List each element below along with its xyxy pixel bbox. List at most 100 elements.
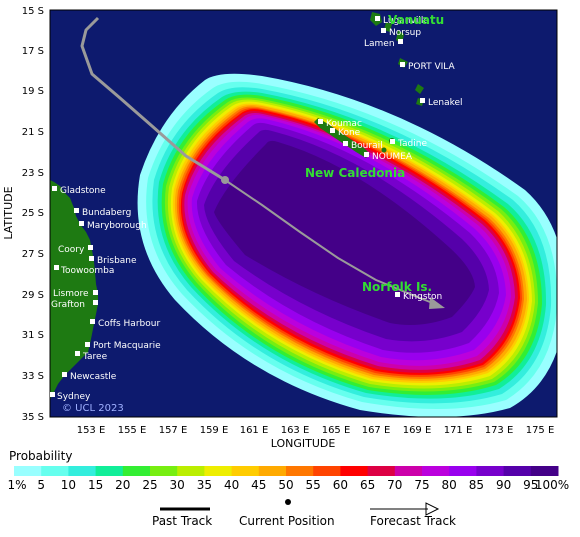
place-coffs-harbour: Coffs Harbour xyxy=(90,319,160,329)
legend-label: 5 xyxy=(37,478,45,492)
lon-tick-label: 175 E xyxy=(526,425,555,436)
loyalty-island xyxy=(381,147,387,153)
legend-label: 60 xyxy=(333,478,348,492)
lon-tick-label: 161 E xyxy=(240,425,269,436)
legend-label: 70 xyxy=(387,478,402,492)
legend-label: 85 xyxy=(469,478,484,492)
place-labels: Luganville Norsup Lamen PORT VILA Lenake… xyxy=(50,16,463,402)
legend-label: 40 xyxy=(224,478,239,492)
lon-tick-label: 157 E xyxy=(159,425,188,436)
place-label: Grafton xyxy=(51,300,85,310)
legend-label: 65 xyxy=(360,478,375,492)
lat-tick-label: 29 S xyxy=(22,290,44,301)
place-label: Newcastle xyxy=(70,372,117,382)
forecast-arrowhead xyxy=(429,297,445,309)
lon-tick-label: 159 E xyxy=(200,425,229,436)
legend-swatch xyxy=(258,466,287,476)
lat-tick-label: 19 S xyxy=(22,86,44,97)
place-lenakel: Lenakel xyxy=(420,98,463,108)
place-tadine: Tadine xyxy=(390,139,427,149)
forecast-track-key-arrow xyxy=(425,502,440,516)
legend-swatch xyxy=(340,466,369,476)
probability-color-bar xyxy=(14,466,559,476)
place-koumac: Koumac xyxy=(318,119,362,129)
legend-swatch xyxy=(286,466,314,476)
legend-swatch xyxy=(14,466,42,476)
legend-swatch xyxy=(313,466,341,476)
place-brisbane: Brisbane xyxy=(89,256,137,266)
place-grafton: Grafton xyxy=(51,300,98,310)
lat-tick-label: 17 S xyxy=(22,46,44,57)
legend-label: 25 xyxy=(142,478,157,492)
latitude-axis: 15 S 17 S 19 S 21 S 23 S 25 S 27 S 29 S … xyxy=(22,6,44,423)
legend-swatch xyxy=(422,466,450,476)
place-label: Toowoomba xyxy=(60,266,114,276)
legend-swatch xyxy=(204,466,233,476)
region-label-norfolk: Norfolk Is. xyxy=(362,280,432,294)
lat-tick-label: 33 S xyxy=(22,371,44,382)
legend-label: 50 xyxy=(278,478,293,492)
place-label: PORT VILA xyxy=(408,62,456,72)
longitude-axis: 153 E 155 E 157 E 159 E 161 E 163 E 165 … xyxy=(77,425,555,436)
place-luganville: Luganville xyxy=(375,16,429,26)
legend-label: 55 xyxy=(306,478,321,492)
past-track-key-label: Past Track xyxy=(152,514,213,528)
lon-tick-label: 173 E xyxy=(485,425,514,436)
place-sydney: Sydney xyxy=(50,392,91,402)
place-label: Koumac xyxy=(326,119,362,129)
legend-label: 10 xyxy=(61,478,76,492)
place-label: Tadine xyxy=(397,139,427,149)
copyright-text: © UCL 2023 xyxy=(62,403,124,414)
place-lamen: Lamen xyxy=(364,39,403,49)
lat-tick-label: 23 S xyxy=(22,168,44,179)
lat-tick-label: 25 S xyxy=(22,208,44,219)
place-norsup: Norsup xyxy=(381,28,421,38)
place-taree: Taree xyxy=(75,351,108,362)
lon-tick-label: 171 E xyxy=(444,425,473,436)
lat-tick-label: 35 S xyxy=(22,412,44,423)
place-kone: Kone xyxy=(330,128,361,138)
legend-label: 15 xyxy=(88,478,103,492)
place-label: NOUMEA xyxy=(372,152,413,162)
place-label: Brisbane xyxy=(97,256,137,266)
current-position-marker xyxy=(221,176,229,184)
place-kingston: Kingston xyxy=(395,292,442,302)
place-label: Kone xyxy=(338,128,361,138)
region-label-new-caledonia: New Caledonia xyxy=(305,166,405,180)
legend-swatch xyxy=(449,466,477,476)
place-label: Maryborough xyxy=(87,221,147,231)
lon-tick-label: 169 E xyxy=(403,425,432,436)
lat-tick-label: 27 S xyxy=(22,249,44,260)
legend-swatch xyxy=(177,466,205,476)
place-noumea: NOUMEA xyxy=(364,152,413,162)
legend-swatch xyxy=(476,466,505,476)
legend-swatch xyxy=(95,466,124,476)
legend-label: 20 xyxy=(115,478,130,492)
place-label: Luganville xyxy=(383,16,429,26)
place-maryborough: Maryborough xyxy=(79,221,147,231)
legend-label: 75 xyxy=(414,478,429,492)
legend-swatch xyxy=(41,466,69,476)
place-label: Lenakel xyxy=(428,98,463,108)
lat-tick-label: 21 S xyxy=(22,127,44,138)
place-bourail: Bourail xyxy=(343,141,383,151)
x-axis-title: LONGITUDE xyxy=(271,437,336,450)
lat-tick-label: 31 S xyxy=(22,330,44,341)
place-label: Bourail xyxy=(351,141,383,151)
place-bundaberg: Bundaberg xyxy=(74,208,131,218)
place-label: Port Macquarie xyxy=(93,341,161,351)
place-port-macquarie: Port Macquarie xyxy=(85,341,161,351)
forecast-track-key-label: Forecast Track xyxy=(370,514,456,528)
legend-swatch xyxy=(394,466,423,476)
vanuatu-island xyxy=(415,84,424,94)
place-coory: Coory xyxy=(58,245,93,255)
map-frame xyxy=(49,9,558,418)
lon-tick-label: 167 E xyxy=(362,425,391,436)
legend-label: 100% xyxy=(535,478,569,492)
lon-tick-label: 153 E xyxy=(77,425,106,436)
place-newcastle: Newcastle xyxy=(62,372,117,382)
place-label: Lamen xyxy=(364,39,395,49)
place-label: Kingston xyxy=(403,292,442,302)
place-gladstone: Gladstone xyxy=(52,186,106,196)
